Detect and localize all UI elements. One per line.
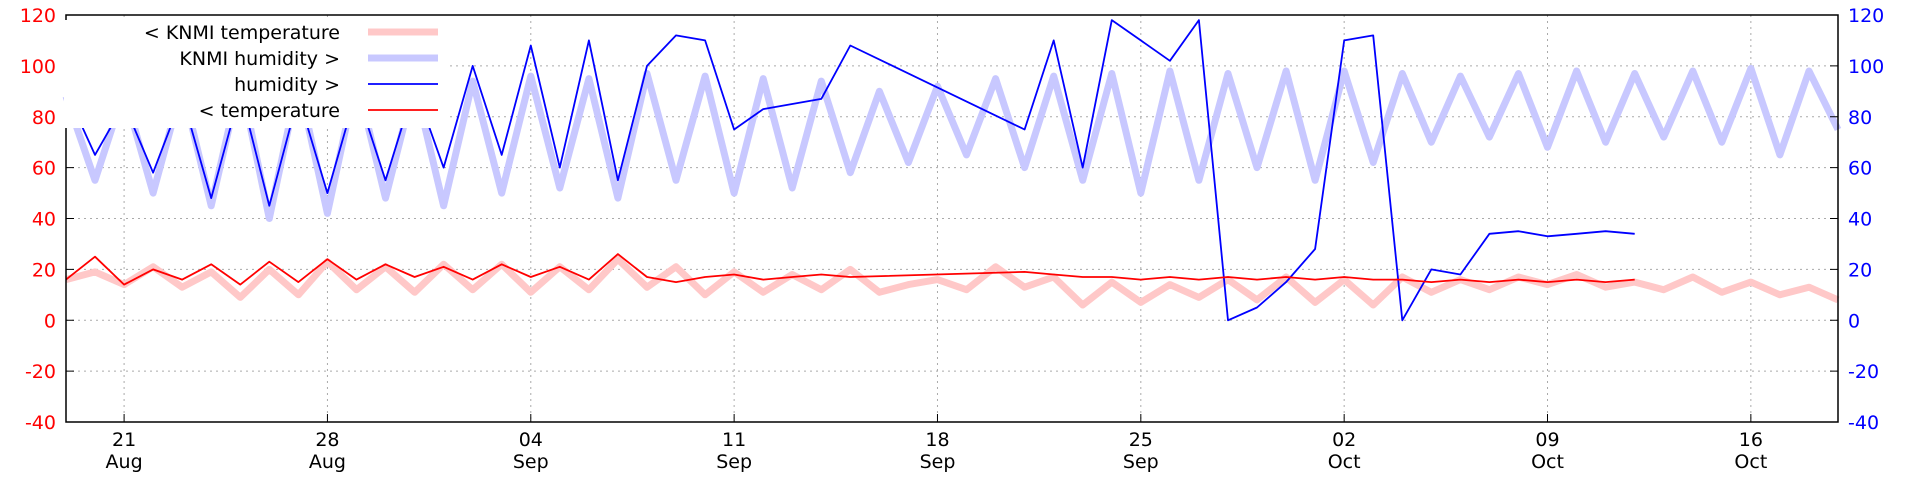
legend-label-1: KNMI humidity > <box>179 48 340 70</box>
y-axis-right-ticks: -40 -20 0 20 40 60 80 100 120 <box>1830 5 1884 434</box>
series-line-0 <box>65 255 1840 309</box>
x-tick-label-day: 21 <box>112 429 136 451</box>
y-tick-label-left: -40 <box>25 412 56 434</box>
x-tick-label-month: Sep <box>920 451 956 473</box>
y-tick-label-right: -20 <box>1848 361 1879 383</box>
legend-label-3: < temperature <box>199 100 340 122</box>
y-tick-label-right: 0 <box>1848 310 1860 332</box>
legend-label-2: humidity > <box>234 74 340 96</box>
x-tick-label-day: 11 <box>722 429 746 451</box>
x-tick-label-day: 18 <box>925 429 949 451</box>
x-tick-label-month: Sep <box>1123 451 1159 473</box>
y-tick-label-right: -40 <box>1848 412 1879 434</box>
y-tick-label-left: 120 <box>20 5 56 27</box>
legend-label-0: < KNMI temperature <box>144 22 340 44</box>
x-tick-label-month: Aug <box>106 451 143 473</box>
series-line-3 <box>65 253 1635 286</box>
x-tick-label-day: 02 <box>1332 429 1356 451</box>
y-axis-left-ticks: -40 -20 0 20 40 60 80 100 120 <box>20 5 74 434</box>
x-tick-label-day: 16 <box>1739 429 1763 451</box>
y-tick-label-right: 100 <box>1848 56 1884 78</box>
x-tick-label-day: 25 <box>1129 429 1153 451</box>
y-tick-label-left: 40 <box>32 209 56 231</box>
y-tick-label-right: 40 <box>1848 209 1872 231</box>
x-tick-label-day: 04 <box>519 429 543 451</box>
x-tick-label-month: Sep <box>513 451 549 473</box>
y-tick-label-left: 80 <box>32 107 56 129</box>
y-tick-label-right: 60 <box>1848 158 1872 180</box>
y-tick-label-left: 100 <box>20 56 56 78</box>
x-tick-label-month: Aug <box>309 451 346 473</box>
y-tick-label-right: 80 <box>1848 107 1872 129</box>
x-axis-ticks: 21Aug28Aug04Sep11Sep18Sep25Sep02Oct09Oct… <box>106 414 1767 473</box>
x-tick-label-month: Oct <box>1734 451 1767 473</box>
x-tick-label-day: 28 <box>315 429 339 451</box>
y-tick-label-right: 20 <box>1848 259 1872 281</box>
x-tick-label-month: Sep <box>716 451 752 473</box>
y-tick-label-left: -20 <box>25 361 56 383</box>
legend: < KNMI temperature KNMI humidity > humidit… <box>64 20 449 128</box>
y-tick-label-left: 0 <box>44 310 56 332</box>
y-tick-label-left: 20 <box>32 259 56 281</box>
x-tick-label-month: Oct <box>1328 451 1361 473</box>
y-tick-label-right: 120 <box>1848 5 1884 27</box>
x-tick-label-month: Oct <box>1531 451 1564 473</box>
y-tick-label-left: 60 <box>32 158 56 180</box>
x-tick-label-day: 09 <box>1535 429 1559 451</box>
